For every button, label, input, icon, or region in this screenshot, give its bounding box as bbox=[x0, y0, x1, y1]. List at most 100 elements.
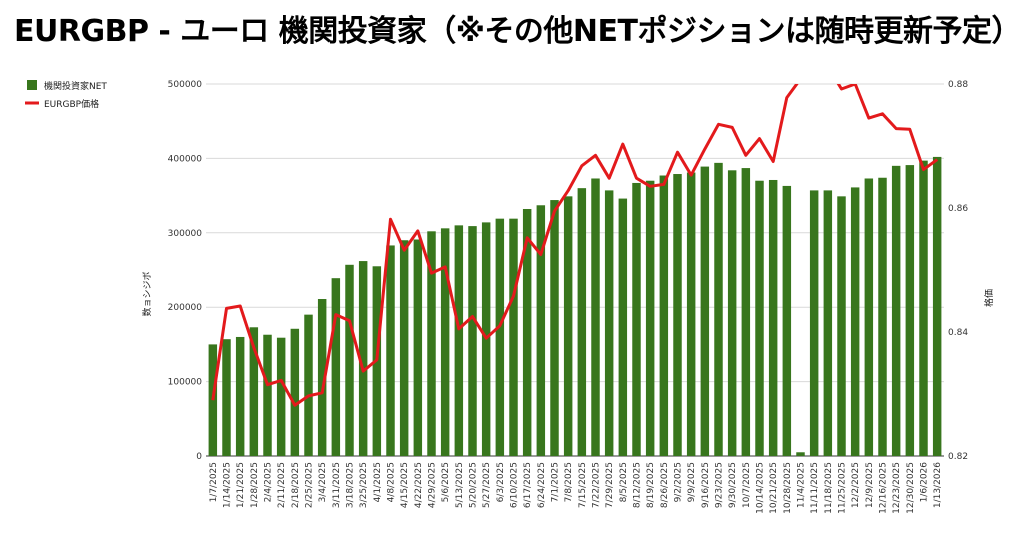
bar bbox=[892, 166, 900, 456]
bar bbox=[673, 174, 681, 456]
x-tick-label: 8/19/2025 bbox=[646, 462, 656, 508]
bar bbox=[783, 186, 791, 456]
bar bbox=[236, 337, 244, 456]
bar bbox=[441, 228, 449, 456]
x-tick-label: 4/8/2025 bbox=[387, 462, 397, 502]
x-tick-label: 2/11/2025 bbox=[277, 462, 287, 508]
gridlines bbox=[206, 84, 944, 456]
bar bbox=[291, 329, 299, 456]
bar bbox=[824, 190, 832, 456]
x-tick-label: 1/7/2025 bbox=[209, 462, 219, 502]
bar bbox=[496, 219, 504, 456]
bar bbox=[701, 167, 709, 456]
bar bbox=[646, 181, 654, 456]
x-tick-label: 3/11/2025 bbox=[332, 462, 342, 508]
x-tick-label: 10/21/2025 bbox=[769, 462, 779, 514]
x-tick-label: 1/6/2026 bbox=[920, 462, 930, 503]
x-tick-label: 12/16/2025 bbox=[879, 462, 889, 514]
bar bbox=[455, 225, 463, 456]
bar bbox=[742, 168, 750, 456]
bar bbox=[796, 452, 804, 456]
x-tick-label: 7/29/2025 bbox=[605, 462, 615, 508]
x-tick-label: 12/23/2025 bbox=[892, 462, 902, 514]
left-tick-label: 500000 bbox=[168, 80, 203, 90]
bar bbox=[619, 199, 627, 456]
bar bbox=[564, 196, 572, 456]
left-tick-label: 0 bbox=[196, 452, 202, 462]
bar bbox=[687, 173, 695, 456]
bar bbox=[728, 170, 736, 456]
bar bbox=[837, 196, 845, 456]
bar bbox=[810, 190, 818, 456]
legend: 機関投資家NET EURGBP価格 bbox=[25, 80, 107, 110]
x-tick-label: 8/5/2025 bbox=[619, 462, 629, 502]
x-tick-label: 9/16/2025 bbox=[701, 462, 711, 508]
x-tick-label: 8/26/2025 bbox=[660, 462, 670, 508]
bar bbox=[345, 265, 353, 456]
x-tick-label: 9/23/2025 bbox=[715, 462, 725, 508]
x-tick-label: 7/8/2025 bbox=[564, 462, 574, 502]
x-tick-label: 1/28/2025 bbox=[250, 462, 260, 508]
left-axis-title: 数ョシジボ bbox=[141, 271, 153, 316]
bar-series bbox=[209, 157, 942, 456]
x-tick-label: 4/29/2025 bbox=[428, 462, 438, 508]
bar bbox=[222, 339, 230, 456]
bar bbox=[263, 335, 271, 456]
bar bbox=[755, 181, 763, 456]
x-tick-label: 3/25/2025 bbox=[359, 462, 369, 508]
x-tick-label: 9/2/2025 bbox=[674, 462, 684, 502]
bar bbox=[632, 183, 640, 456]
legend-swatch-bar bbox=[27, 80, 37, 90]
x-tick-label: 4/15/2025 bbox=[400, 462, 410, 508]
x-tick-label: 6/17/2025 bbox=[523, 462, 533, 508]
x-tick-label: 6/24/2025 bbox=[537, 462, 547, 508]
x-tick-label: 1/14/2025 bbox=[223, 462, 233, 508]
x-tick-label: 12/2/2025 bbox=[851, 462, 861, 508]
right-tick-label: 0.82 bbox=[948, 452, 968, 462]
x-tick-label: 5/27/2025 bbox=[482, 462, 492, 508]
x-tick-label: 2/4/2025 bbox=[264, 462, 274, 502]
x-tick-label: 6/3/2025 bbox=[496, 462, 506, 502]
bar bbox=[400, 240, 408, 456]
x-tick-label: 7/15/2025 bbox=[578, 462, 588, 508]
left-tick-label: 200000 bbox=[168, 303, 203, 313]
bar bbox=[906, 165, 914, 456]
right-tick-label: 0.84 bbox=[948, 328, 968, 338]
x-tick-label: 7/22/2025 bbox=[592, 462, 602, 508]
x-tick-label: 5/13/2025 bbox=[455, 462, 465, 508]
x-tick-label: 10/28/2025 bbox=[783, 462, 793, 514]
x-tick-label: 5/6/2025 bbox=[441, 462, 451, 502]
right-axis-ticks: 0.82 0.84 0.86 0.88 bbox=[948, 80, 968, 462]
x-tick-label: 5/20/2025 bbox=[469, 462, 479, 508]
bar bbox=[769, 180, 777, 456]
bar bbox=[865, 178, 873, 456]
bar bbox=[550, 200, 558, 456]
left-axis-ticks: 0 100000 200000 300000 400000 500000 bbox=[168, 80, 203, 462]
bar bbox=[509, 219, 517, 456]
bar bbox=[919, 161, 927, 456]
bar bbox=[714, 163, 722, 456]
x-tick-label: 4/1/2025 bbox=[373, 462, 383, 502]
bar bbox=[468, 226, 476, 456]
x-tick-label: 11/11/2025 bbox=[810, 462, 820, 514]
x-tick-label: 1/13/2026 bbox=[933, 462, 943, 508]
bar bbox=[386, 245, 394, 456]
left-tick-label: 400000 bbox=[168, 154, 203, 164]
x-tick-label: 11/4/2025 bbox=[797, 462, 807, 508]
x-tick-label: 2/18/2025 bbox=[291, 462, 301, 508]
left-tick-label: 300000 bbox=[168, 229, 203, 239]
x-tick-label: 8/12/2025 bbox=[633, 462, 643, 508]
x-axis-ticks: 1/7/2025 1/14/2025 1/21/2025 1/28/2025 2/4/2… bbox=[209, 462, 943, 514]
x-tick-label: 12/9/2025 bbox=[865, 462, 875, 508]
x-tick-label: 7/1/2025 bbox=[551, 462, 561, 502]
bar bbox=[851, 187, 859, 456]
x-tick-label: 9/9/2025 bbox=[687, 462, 697, 502]
x-tick-label: 1/21/2025 bbox=[236, 462, 246, 508]
x-tick-label: 3/18/2025 bbox=[346, 462, 356, 508]
x-tick-label: 3/4/2025 bbox=[318, 462, 328, 502]
bar bbox=[933, 157, 941, 456]
x-tick-label: 11/25/2025 bbox=[838, 462, 848, 514]
x-tick-label: 4/22/2025 bbox=[414, 462, 424, 508]
left-tick-label: 100000 bbox=[168, 378, 203, 388]
